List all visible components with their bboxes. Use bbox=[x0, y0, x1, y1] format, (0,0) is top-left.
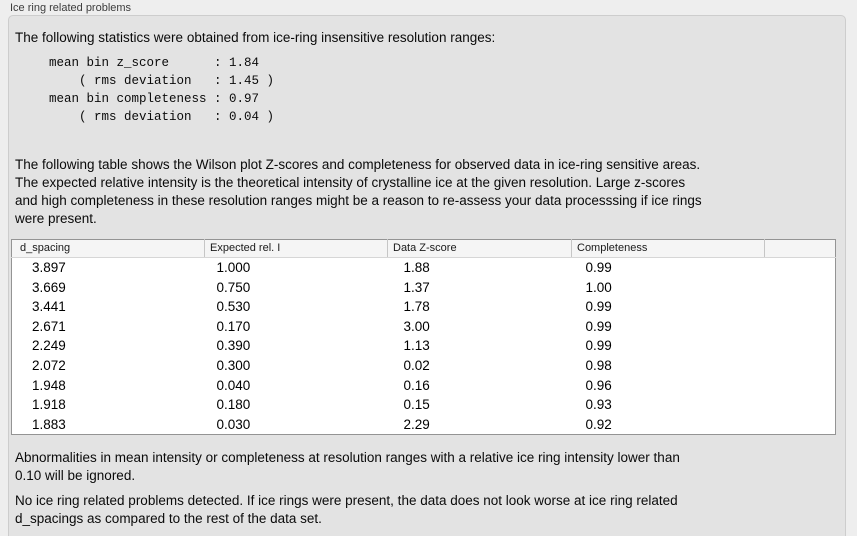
table-cell: 0.180 bbox=[216, 397, 251, 413]
table-cell: 0.96 bbox=[585, 377, 612, 393]
table-cell: 3.00 bbox=[403, 318, 430, 334]
table-cell: 0.390 bbox=[216, 338, 251, 354]
table-cell: 0.98 bbox=[585, 357, 612, 373]
table-cell: 1.918 bbox=[32, 397, 66, 413]
table-cell: 1.37 bbox=[403, 279, 430, 295]
table-cell: 0.15 bbox=[403, 397, 430, 413]
table-cell: 0.030 bbox=[216, 416, 251, 432]
table-cell: 2.072 bbox=[32, 357, 66, 373]
table-cell: 1.000 bbox=[216, 260, 251, 275]
table-row[interactable]: 2.072 0.300 0.02 0.98 bbox=[12, 356, 836, 376]
table-cell-empty bbox=[765, 336, 836, 356]
table-cell-empty bbox=[765, 258, 836, 278]
table-cell: 0.92 bbox=[585, 416, 612, 432]
table-row[interactable]: 3.441 0.530 1.78 0.99 bbox=[12, 297, 836, 317]
table-cell-empty bbox=[765, 376, 836, 396]
table-description-text: The following table shows the Wilson plo… bbox=[15, 157, 702, 226]
table-cell: 1.00 bbox=[585, 279, 612, 295]
table-body: 3.897 1.000 1.88 0.99 3.669 0.750 1.37 1.00 3.44… bbox=[12, 258, 836, 435]
table-cell: 1.883 bbox=[32, 416, 66, 432]
table-cell: 1.948 bbox=[32, 377, 66, 393]
table-cell: 3.441 bbox=[32, 299, 66, 315]
table-cell-empty bbox=[765, 395, 836, 415]
table-cell: 0.530 bbox=[216, 299, 251, 315]
column-header-empty bbox=[764, 239, 836, 258]
ice-ring-group-panel: The following statistics were obtained f… bbox=[8, 15, 846, 536]
table-cell-empty bbox=[765, 297, 836, 317]
table-cell: 0.170 bbox=[216, 318, 251, 334]
table-cell: 0.99 bbox=[585, 338, 612, 354]
table-cell-empty bbox=[765, 356, 836, 376]
table-cell: 3.669 bbox=[32, 279, 66, 295]
table-cell: 3.897 bbox=[32, 260, 66, 275]
table-cell: 0.93 bbox=[585, 397, 612, 413]
intro-text: The following statistics were obtained f… bbox=[15, 30, 496, 45]
table-cell: 0.16 bbox=[403, 377, 430, 393]
table-cell: 1.88 bbox=[403, 260, 430, 275]
column-header-completeness[interactable]: Completeness bbox=[571, 239, 765, 258]
table-cell: 1.78 bbox=[403, 299, 430, 315]
table-cell: 0.99 bbox=[585, 299, 612, 315]
table-header: d_spacing Expected rel. I Data Z-score C… bbox=[11, 239, 836, 258]
table-row[interactable]: 2.249 0.390 1.13 0.99 bbox=[12, 336, 836, 356]
table-cell: 0.99 bbox=[585, 260, 612, 275]
table-cell: 2.29 bbox=[403, 416, 430, 432]
table-cell-empty bbox=[765, 278, 836, 298]
table-cell: 0.750 bbox=[216, 279, 251, 295]
table-cell: 0.99 bbox=[585, 318, 612, 334]
column-header-data-z-score[interactable]: Data Z-score bbox=[387, 239, 572, 258]
conclusion-text: No ice ring related problems detected. I… bbox=[15, 493, 678, 527]
ice-ring-table[interactable]: d_spacing Expected rel. I Data Z-score C… bbox=[11, 239, 836, 436]
table-cell: 0.040 bbox=[216, 377, 251, 393]
table-cell: 2.249 bbox=[32, 338, 66, 354]
statistics-block: mean bin z_score : 1.84 ( rms deviation … bbox=[49, 56, 275, 124]
table-row[interactable]: 1.948 0.040 0.16 0.96 bbox=[12, 376, 836, 396]
table-row[interactable]: 2.671 0.170 3.00 0.99 bbox=[12, 317, 836, 337]
column-header-expected-rel-i[interactable]: Expected rel. I bbox=[204, 239, 388, 258]
abnormalities-note-text: Abnormalities in mean intensity or compl… bbox=[15, 450, 680, 484]
table-cell: 0.300 bbox=[216, 357, 251, 373]
table-row[interactable]: 3.669 0.750 1.37 1.00 bbox=[12, 278, 836, 298]
table-cell: 2.671 bbox=[32, 318, 66, 334]
table-cell: 0.02 bbox=[403, 357, 430, 373]
table-row[interactable]: 3.897 1.000 1.88 0.99 bbox=[12, 258, 836, 278]
group-box-title: Ice ring related problems bbox=[10, 2, 132, 14]
column-header-d-spacing[interactable]: d_spacing bbox=[11, 239, 205, 258]
table-cell: 1.13 bbox=[403, 338, 430, 354]
table-row[interactable]: 1.883 0.030 2.29 0.92 bbox=[12, 415, 836, 435]
table-cell-empty bbox=[765, 415, 836, 435]
table-row[interactable]: 1.918 0.180 0.15 0.93 bbox=[12, 395, 836, 415]
table-cell-empty bbox=[765, 317, 836, 337]
